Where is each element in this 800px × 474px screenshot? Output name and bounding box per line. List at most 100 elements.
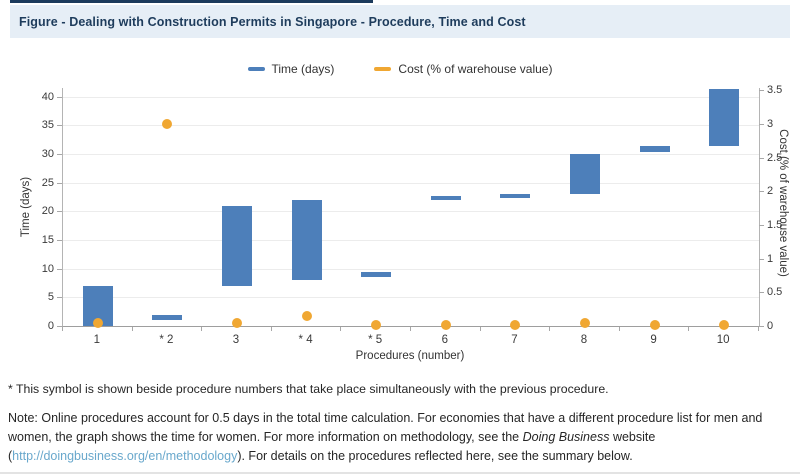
chart-legend: Time (days) Cost (% of warehouse value) [0,62,800,76]
x-tickmark-7 [549,327,551,331]
right-tickmark-0 [759,326,764,327]
x-tickmark-1 [131,327,133,331]
x-label-8: 8 [580,334,588,346]
right-tick-2: 2 [767,185,774,198]
left-tick-15: 15 [41,233,54,246]
legend-label-cost: Cost (% of warehouse value) [398,62,553,76]
time-bar-procedure-9 [639,146,670,152]
right-tick-3: 3 [767,118,774,130]
time-bar-procedure-3 [222,205,252,286]
cost-dot-procedure-9 [649,319,660,330]
x-label-3: 3 [232,334,240,346]
x-label-10: 10 [716,334,730,346]
right-tickmark-2.5 [759,157,764,159]
x-tickmark-10 [758,327,759,331]
x-tickmark-9 [688,327,690,331]
x-tickmark-2 [201,327,203,331]
right-tickmark-3 [759,124,764,125]
x-axis-title: Procedures (number) [355,350,465,362]
gridline-40 [63,96,759,98]
left-tick-35: 35 [41,119,54,132]
left-tick-30: 30 [41,147,54,160]
gridline-5 [63,297,759,299]
time-bar-procedure-10 [709,88,740,147]
left-tickmark-40 [57,96,62,98]
methodology-link[interactable]: http://doingbusiness.org/en/methodology [12,449,238,464]
cost-dot-procedure-5 [371,319,382,330]
right-tick-0.5: 0.5 [767,286,783,299]
legend-item-cost: Cost (% of warehouse value) [374,62,552,76]
left-tickmark-25 [57,182,62,184]
time-bar-procedure-6 [430,196,461,200]
right-tick-3.5: 3.5 [767,84,783,97]
x-label-6: 6 [441,334,448,346]
doing-business-italic: Doing Business [522,430,610,445]
right-tickmark-1.5 [759,225,764,226]
right-tick-1: 1 [767,252,774,265]
gridline-10 [63,268,759,270]
cost-dot-procedure-8 [580,317,590,328]
cost-dot-procedure-1 [92,318,103,329]
figure-title: Figure - Dealing with Construction Permi… [19,14,526,29]
right-tickmark-0.5 [759,292,764,294]
left-tickmark-35 [57,125,62,127]
cost-dot-procedure-6 [440,319,451,330]
gridline-30 [63,153,759,155]
cost-dot-procedure-2 [162,119,173,129]
gridline-35 [63,125,759,127]
right-tick-2.5: 2.5 [767,151,783,164]
cost-dot-procedure-3 [232,317,242,328]
left-tick-10: 10 [41,262,54,275]
left-tick-0: 0 [47,320,54,332]
time-bar-procedure-8 [570,153,600,195]
x-label-5: * 5 [368,334,383,346]
left-tick-40: 40 [41,90,54,103]
gridline-15 [63,239,759,241]
x-label-4: * 4 [298,334,313,346]
figure-title-band: Figure - Dealing with Construction Permi… [10,5,790,38]
cost-dot-procedure-4 [301,310,312,321]
page-bottom-rule [0,472,800,474]
gridline-20 [63,211,759,213]
gridline-25 [63,182,759,184]
time-bar-procedure-2 [152,314,183,321]
x-tickmark-8 [618,327,620,331]
right-tickmark-1 [759,258,764,260]
cost-series-swatch-icon [374,67,392,71]
x-tickmark-6 [479,327,481,331]
legend-label-time: Time (days) [271,62,335,76]
x-label-7: 7 [511,334,518,346]
time-bar-procedure-4 [291,199,322,281]
note-text-1: Note: Online procedures account for 0.5 … [8,411,763,445]
left-tickmark-30 [57,153,62,155]
left-tickmark-0 [57,326,62,327]
left-tick-25: 25 [41,176,54,189]
x-tickmark-3 [270,327,272,331]
right-axis-title: Cost (% of warehouse value) [777,129,789,277]
right-tickmark-3.5 [759,90,764,92]
left-tickmark-10 [57,268,62,270]
x-tickmark-0 [62,327,63,331]
left-tickmark-15 [57,239,62,241]
x-label-9: 9 [650,334,657,346]
time-bar-procedure-7 [500,194,531,198]
x-label-1: 1 [93,334,100,346]
right-tick-1.5: 1.5 [767,219,783,231]
cost-dot-procedure-10 [719,319,730,330]
left-tick-20: 20 [41,205,54,218]
right-tickmark-2 [759,191,764,193]
note-text-2: website ( [8,430,656,464]
asterisk-footnote: * This symbol is shown beside procedure … [8,382,609,396]
methodology-note: Note: Online procedures account for 0.5 … [8,409,794,466]
left-tickmark-5 [57,297,62,299]
header-top-rule [10,0,373,3]
right-tick-0: 0 [767,320,774,332]
time-bar-procedure-5 [361,271,392,278]
x-label-2: * 2 [159,334,174,346]
left-tick-5: 5 [47,291,54,304]
cost-dot-procedure-7 [510,319,521,330]
chart-plot-area [62,88,760,330]
x-tickmark-5 [410,327,411,331]
x-tickmark-4 [340,327,342,331]
